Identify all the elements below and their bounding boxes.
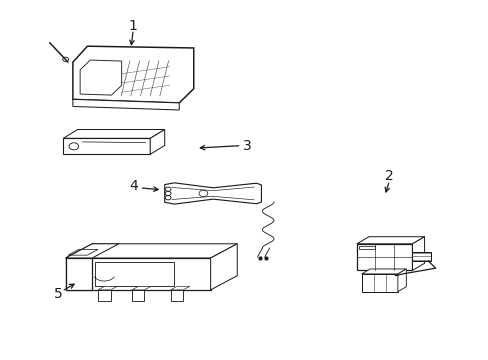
Circle shape <box>62 57 68 62</box>
Polygon shape <box>65 244 119 258</box>
Polygon shape <box>412 237 424 270</box>
Polygon shape <box>65 244 237 258</box>
Polygon shape <box>170 290 183 301</box>
Polygon shape <box>170 286 189 290</box>
Text: 2: 2 <box>385 170 393 184</box>
Polygon shape <box>132 286 151 290</box>
Polygon shape <box>356 244 412 270</box>
Text: 3: 3 <box>242 139 251 153</box>
Polygon shape <box>73 46 193 103</box>
Polygon shape <box>150 130 164 154</box>
Polygon shape <box>63 138 150 154</box>
Polygon shape <box>98 286 117 290</box>
Text: 5: 5 <box>54 287 62 301</box>
Polygon shape <box>361 274 397 292</box>
Polygon shape <box>98 290 110 301</box>
Polygon shape <box>65 258 210 290</box>
Polygon shape <box>65 258 92 290</box>
Text: 4: 4 <box>129 179 138 193</box>
Polygon shape <box>210 244 237 290</box>
Polygon shape <box>397 269 406 292</box>
Polygon shape <box>63 130 164 138</box>
Polygon shape <box>412 252 430 261</box>
Text: 1: 1 <box>129 19 138 33</box>
Polygon shape <box>361 269 406 274</box>
Polygon shape <box>164 183 261 204</box>
Polygon shape <box>73 99 179 110</box>
Polygon shape <box>356 237 424 244</box>
Polygon shape <box>132 290 144 301</box>
